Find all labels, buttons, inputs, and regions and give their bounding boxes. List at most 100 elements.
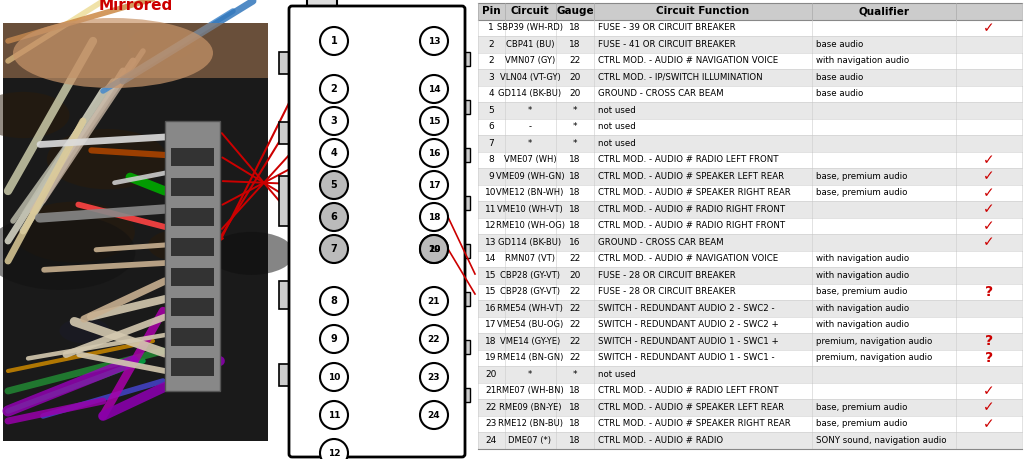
FancyBboxPatch shape (3, 23, 268, 78)
Text: VME12 (BN-WH): VME12 (BN-WH) (497, 188, 563, 197)
Text: VME09 (WH-GN): VME09 (WH-GN) (496, 172, 564, 181)
Text: FUSE - 28 OR CIRCUIT BREAKER: FUSE - 28 OR CIRCUIT BREAKER (598, 271, 736, 280)
Text: CTRL MOD. - AUDIO # RADIO: CTRL MOD. - AUDIO # RADIO (598, 436, 723, 445)
Text: 20: 20 (569, 73, 581, 82)
Circle shape (420, 75, 449, 103)
Text: 24: 24 (485, 436, 497, 445)
Text: 19: 19 (428, 245, 440, 253)
Text: 12: 12 (328, 448, 340, 458)
Text: 9: 9 (331, 334, 337, 344)
Ellipse shape (148, 230, 213, 262)
Text: *: * (528, 139, 532, 148)
Text: 10: 10 (485, 188, 497, 197)
Text: base audio: base audio (816, 73, 863, 82)
Text: 18: 18 (569, 403, 581, 412)
Text: RME09 (BN-YE): RME09 (BN-YE) (499, 403, 561, 412)
Text: not used: not used (598, 139, 636, 148)
Text: ✓: ✓ (983, 186, 994, 200)
FancyBboxPatch shape (478, 201, 1022, 218)
Text: SONY sound, navigation audio: SONY sound, navigation audio (816, 436, 946, 445)
Text: 7: 7 (488, 139, 494, 148)
Text: base audio: base audio (816, 40, 863, 49)
Text: ✓: ✓ (983, 153, 994, 167)
Text: 22: 22 (569, 320, 581, 329)
FancyBboxPatch shape (478, 333, 1022, 349)
FancyBboxPatch shape (478, 69, 1022, 85)
Text: CTRL MOD. - AUDIO # SPEAKER RIGHT REAR: CTRL MOD. - AUDIO # SPEAKER RIGHT REAR (598, 188, 791, 197)
Text: 22: 22 (569, 254, 581, 263)
Text: CTRL MOD. - AUDIO # NAVIGATION VOICE: CTRL MOD. - AUDIO # NAVIGATION VOICE (598, 56, 778, 65)
FancyBboxPatch shape (478, 218, 1022, 234)
Text: 20: 20 (428, 245, 440, 253)
FancyBboxPatch shape (460, 292, 470, 306)
Text: with navigation audio: with navigation audio (816, 304, 909, 313)
Text: 18: 18 (569, 188, 581, 197)
Text: -: - (528, 122, 531, 131)
Text: ✓: ✓ (983, 384, 994, 398)
Text: 24: 24 (428, 410, 440, 420)
Text: with navigation audio: with navigation audio (816, 56, 909, 65)
Circle shape (319, 325, 348, 353)
FancyBboxPatch shape (478, 267, 1022, 284)
Text: not used: not used (598, 106, 636, 115)
Circle shape (420, 235, 449, 263)
FancyBboxPatch shape (3, 23, 268, 441)
Text: not used: not used (598, 122, 636, 131)
Text: RME12 (BN-BU): RME12 (BN-BU) (498, 419, 562, 428)
Text: 22: 22 (569, 287, 581, 296)
Text: VME54 (BU-OG): VME54 (BU-OG) (497, 320, 563, 329)
Text: 21: 21 (485, 386, 497, 395)
Ellipse shape (0, 214, 135, 290)
Text: 18: 18 (569, 205, 581, 214)
Text: Gauge: Gauge (556, 6, 594, 16)
Text: 18: 18 (569, 221, 581, 230)
Text: 16: 16 (485, 304, 497, 313)
FancyBboxPatch shape (478, 349, 1022, 366)
Text: Pin: Pin (481, 6, 501, 16)
FancyBboxPatch shape (478, 168, 1022, 185)
Text: ✓: ✓ (983, 169, 994, 183)
Text: Circuit: Circuit (511, 6, 549, 16)
Text: 18: 18 (428, 213, 440, 222)
Text: *: * (572, 122, 578, 131)
Circle shape (420, 27, 449, 55)
Text: GD114 (BK-BU): GD114 (BK-BU) (499, 89, 561, 98)
FancyBboxPatch shape (171, 358, 214, 376)
Circle shape (420, 171, 449, 199)
Text: 8: 8 (488, 155, 494, 164)
Text: CBP28 (GY-VT): CBP28 (GY-VT) (500, 287, 560, 296)
FancyBboxPatch shape (171, 328, 214, 346)
Ellipse shape (13, 202, 135, 263)
Text: ✓: ✓ (983, 202, 994, 216)
Text: 6: 6 (331, 212, 337, 222)
FancyBboxPatch shape (478, 432, 1022, 448)
FancyBboxPatch shape (279, 176, 294, 226)
Circle shape (319, 235, 348, 263)
Text: *: * (572, 370, 578, 379)
FancyBboxPatch shape (460, 244, 470, 258)
Text: 18: 18 (569, 40, 581, 49)
Text: Mirrored: Mirrored (98, 0, 173, 12)
Text: 18: 18 (569, 155, 581, 164)
Text: base, premium audio: base, premium audio (816, 403, 907, 412)
Text: 16: 16 (569, 238, 581, 247)
Circle shape (319, 107, 348, 135)
Text: DME07 (*): DME07 (*) (509, 436, 552, 445)
Text: VME14 (GY-YE): VME14 (GY-YE) (500, 337, 560, 346)
Text: 8: 8 (331, 296, 338, 306)
Circle shape (420, 203, 449, 231)
Text: 14: 14 (485, 254, 497, 263)
Circle shape (319, 203, 348, 231)
Text: *: * (528, 370, 532, 379)
FancyBboxPatch shape (478, 251, 1022, 267)
FancyBboxPatch shape (478, 317, 1022, 333)
Text: 2: 2 (488, 40, 494, 49)
Text: 20: 20 (485, 370, 497, 379)
Text: RME54 (WH-VT): RME54 (WH-VT) (497, 304, 563, 313)
FancyBboxPatch shape (478, 102, 1022, 118)
Text: ✓: ✓ (983, 21, 994, 35)
FancyBboxPatch shape (279, 52, 294, 74)
Circle shape (319, 401, 348, 429)
Ellipse shape (0, 92, 70, 138)
Text: with navigation audio: with navigation audio (816, 320, 909, 329)
